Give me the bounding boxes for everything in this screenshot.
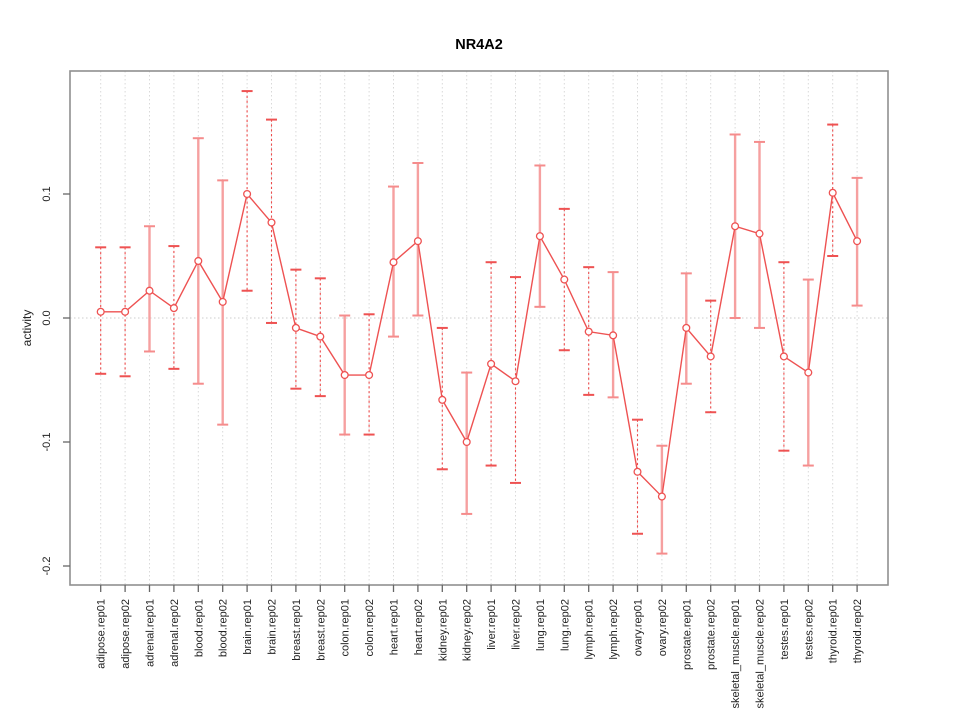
x-tick-label: liver.rep01 xyxy=(486,599,498,650)
data-point xyxy=(438,395,447,404)
x-tick-label: brain.rep01 xyxy=(242,599,254,655)
data-point xyxy=(218,297,227,306)
data-point xyxy=(804,368,813,377)
x-tick-label: thyroid.rep01 xyxy=(828,599,840,663)
data-point xyxy=(560,275,569,284)
x-tick-label: thyroid.rep02 xyxy=(852,599,864,663)
x-tick-label: adrenal.rep02 xyxy=(169,599,181,667)
grid-layer xyxy=(70,71,888,585)
data-point xyxy=(584,327,593,336)
data-point xyxy=(316,332,325,341)
axes-layer: 0.1 0.0 -0.1 -0.2 adipose.rep01 adipose.rep02… xyxy=(41,70,889,708)
x-tick-label: colon.rep02 xyxy=(364,599,376,657)
data-point xyxy=(96,307,105,316)
x-tick-label: blood.rep01 xyxy=(193,599,205,657)
x-tick-label: breast.rep02 xyxy=(315,599,327,661)
y-tick-label: 0.1 xyxy=(41,186,53,201)
x-tick-label: heart.rep01 xyxy=(389,599,401,655)
data-point xyxy=(121,307,130,316)
data-point xyxy=(633,467,642,476)
data-point xyxy=(243,189,252,199)
y-tick-label: 0.0 xyxy=(41,310,53,325)
x-tick-label: prostate.rep01 xyxy=(681,599,693,670)
x-tick-label: prostate.rep02 xyxy=(706,599,718,670)
data-point xyxy=(267,218,276,227)
data-point xyxy=(755,229,764,238)
x-tick-label: brain.rep02 xyxy=(267,599,279,655)
y-tick-label: -0.2 xyxy=(41,557,53,576)
data-point xyxy=(828,188,837,197)
x-tick-label: ovary.rep01 xyxy=(633,599,645,656)
x-tick-label: adipose.rep02 xyxy=(120,599,132,669)
data-point xyxy=(145,286,154,295)
x-tick-label: lymph.rep02 xyxy=(608,599,620,660)
x-tick-label: ovary.rep02 xyxy=(657,599,669,656)
x-tick-label: kidney.rep02 xyxy=(462,599,474,661)
data-point xyxy=(779,352,788,361)
x-tick-label: liver.rep02 xyxy=(511,599,523,650)
x-tick-label: breast.rep01 xyxy=(291,599,303,661)
x-tick-label: heart.rep02 xyxy=(413,599,425,655)
data-point xyxy=(657,492,666,501)
data-point xyxy=(731,222,740,231)
data-point xyxy=(682,323,691,332)
chart-title: NR4A2 xyxy=(455,37,503,53)
data-point xyxy=(340,370,349,380)
data-point xyxy=(169,304,178,313)
y-axis-label: activity xyxy=(20,310,34,347)
data-point xyxy=(462,437,471,447)
x-tick-label: adipose.rep01 xyxy=(96,599,108,669)
x-tick-label: blood.rep02 xyxy=(218,599,230,657)
data-point xyxy=(511,377,520,386)
data-point xyxy=(365,370,374,380)
data-point xyxy=(853,237,862,246)
x-tick-label: skeletal_muscle.rep02 xyxy=(755,599,767,708)
data-point xyxy=(194,256,203,266)
data-point xyxy=(291,323,300,332)
data-point xyxy=(389,258,398,267)
data-point xyxy=(487,359,496,368)
x-tick-label: lung.rep02 xyxy=(559,599,571,651)
data-point xyxy=(706,352,715,361)
data-point xyxy=(609,331,618,340)
plot-border xyxy=(69,70,889,586)
x-tick-label: lymph.rep01 xyxy=(584,599,596,660)
x-tick-label: colon.rep01 xyxy=(340,599,352,657)
y-tick-label: -0.1 xyxy=(41,433,53,452)
data-layer xyxy=(95,90,863,555)
x-tick-label: testes.rep01 xyxy=(779,599,791,660)
x-tick-label: lung.rep01 xyxy=(535,599,547,651)
series-line xyxy=(100,190,858,499)
data-point xyxy=(535,232,544,241)
x-tick-label: skeletal_muscle.rep01 xyxy=(730,599,742,708)
x-tick-label: kidney.rep01 xyxy=(437,599,449,661)
data-point xyxy=(413,237,422,246)
x-tick-label: adrenal.rep01 xyxy=(145,599,157,667)
x-tick-label: testes.rep02 xyxy=(803,599,815,660)
